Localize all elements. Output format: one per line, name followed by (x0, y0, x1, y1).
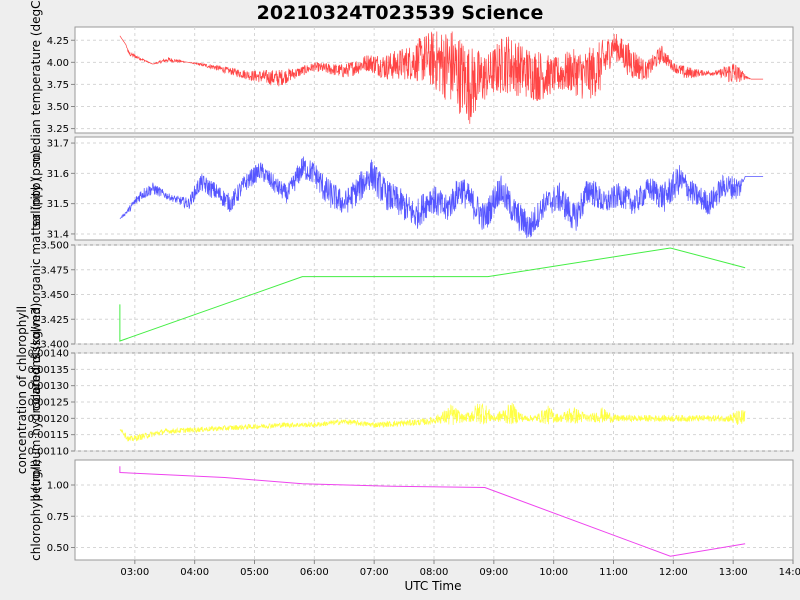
x-tick-label: 09:00 (479, 567, 508, 578)
y-tick-label: 3.450 (40, 290, 69, 301)
y-tick-label: 3.500 (40, 241, 69, 252)
y-tick-label: 0.00135 (28, 365, 69, 376)
x-tick-label: 10:00 (539, 567, 568, 578)
series-line (119, 402, 746, 442)
y-tick-label: 3.425 (40, 315, 69, 326)
series-line (119, 31, 764, 124)
y-tick-label: 1.00 (47, 481, 69, 492)
y-axis-label: colored dissolved organic matter (ppb) (29, 178, 43, 411)
x-tick-label: 06:00 (300, 567, 329, 578)
y-tick-label: 0.00125 (28, 398, 69, 409)
x-tick-label: 07:00 (360, 567, 389, 578)
x-tick-label: 12:00 (659, 567, 688, 578)
y-tick-label: 3.25 (47, 124, 69, 135)
panels-group: 3.25 3.50 3.75 4.00 4.25 median temperature (… (15, 0, 794, 561)
y-tick-label: 3.400 (40, 340, 69, 351)
series-line (119, 156, 764, 239)
y-tick-label: 0.50 (47, 543, 69, 554)
plot-area (74, 26, 794, 134)
x-axis: 03:00 04:00 05:00 06:00 07:00 08:00 09:00 10:00… (120, 560, 800, 578)
panel-5: 0.50 0.75 1.00 chlorophyll (ug/l) (29, 459, 794, 561)
x-tick-label: 03:00 (120, 567, 149, 578)
y-tick-label: 0.00140 (28, 349, 69, 360)
y-axis-label: petroleum hydrocarbons (kg/m3) (29, 303, 43, 502)
y-tick-label: 31.4 (47, 229, 69, 240)
x-tick-label: 08:00 (420, 567, 449, 578)
y-tick-label: 31.5 (47, 199, 69, 210)
y-axis-label: chlorophyll (ug/l) (29, 459, 43, 561)
chart-title: 20210324T023539 Science (257, 2, 544, 24)
y-axis-label: salinity (psu) (29, 150, 43, 228)
y-tick-label: 3.50 (47, 102, 69, 113)
x-tick-label: 11:00 (599, 567, 628, 578)
plot-area (74, 136, 794, 241)
panel-2: 31.4 31.5 31.6 31.7 salinity (psu) (29, 136, 794, 241)
y-tick-label: 4.25 (47, 36, 69, 47)
y-tick-label: 3.475 (40, 265, 69, 276)
series-line (119, 247, 746, 342)
x-tick-label: 14:00 (779, 567, 800, 578)
series-line (119, 466, 746, 557)
x-axis-label: UTC Time (405, 579, 462, 593)
y-tick-label: 31.7 (47, 139, 69, 150)
x-tick-label: 13:00 (719, 567, 748, 578)
panel-4: 0.00110 0.00115 0.00120 0.00125 0.00130 0.001… (28, 303, 794, 502)
y-tick-label: 0.75 (47, 512, 69, 523)
y-tick-label: 0.00115 (28, 430, 69, 441)
y-tick-label: 0.00120 (28, 414, 69, 425)
y-tick-label: 0.00130 (28, 381, 69, 392)
y-tick-label: 3.75 (47, 80, 69, 91)
y-tick-label: 31.6 (47, 169, 69, 180)
y-tick-label: 0.00110 (28, 447, 69, 458)
y-tick-label: 4.00 (47, 58, 69, 69)
y-axis-label: median temperature (degC) (29, 0, 43, 164)
x-tick-label: 05:00 (240, 567, 269, 578)
x-tick-label: 04:00 (180, 567, 209, 578)
y-axis-label-extra: concentration of chlorophyll (15, 306, 29, 474)
panel-1: 3.25 3.50 3.75 4.00 4.25 median temperature (… (29, 0, 794, 164)
